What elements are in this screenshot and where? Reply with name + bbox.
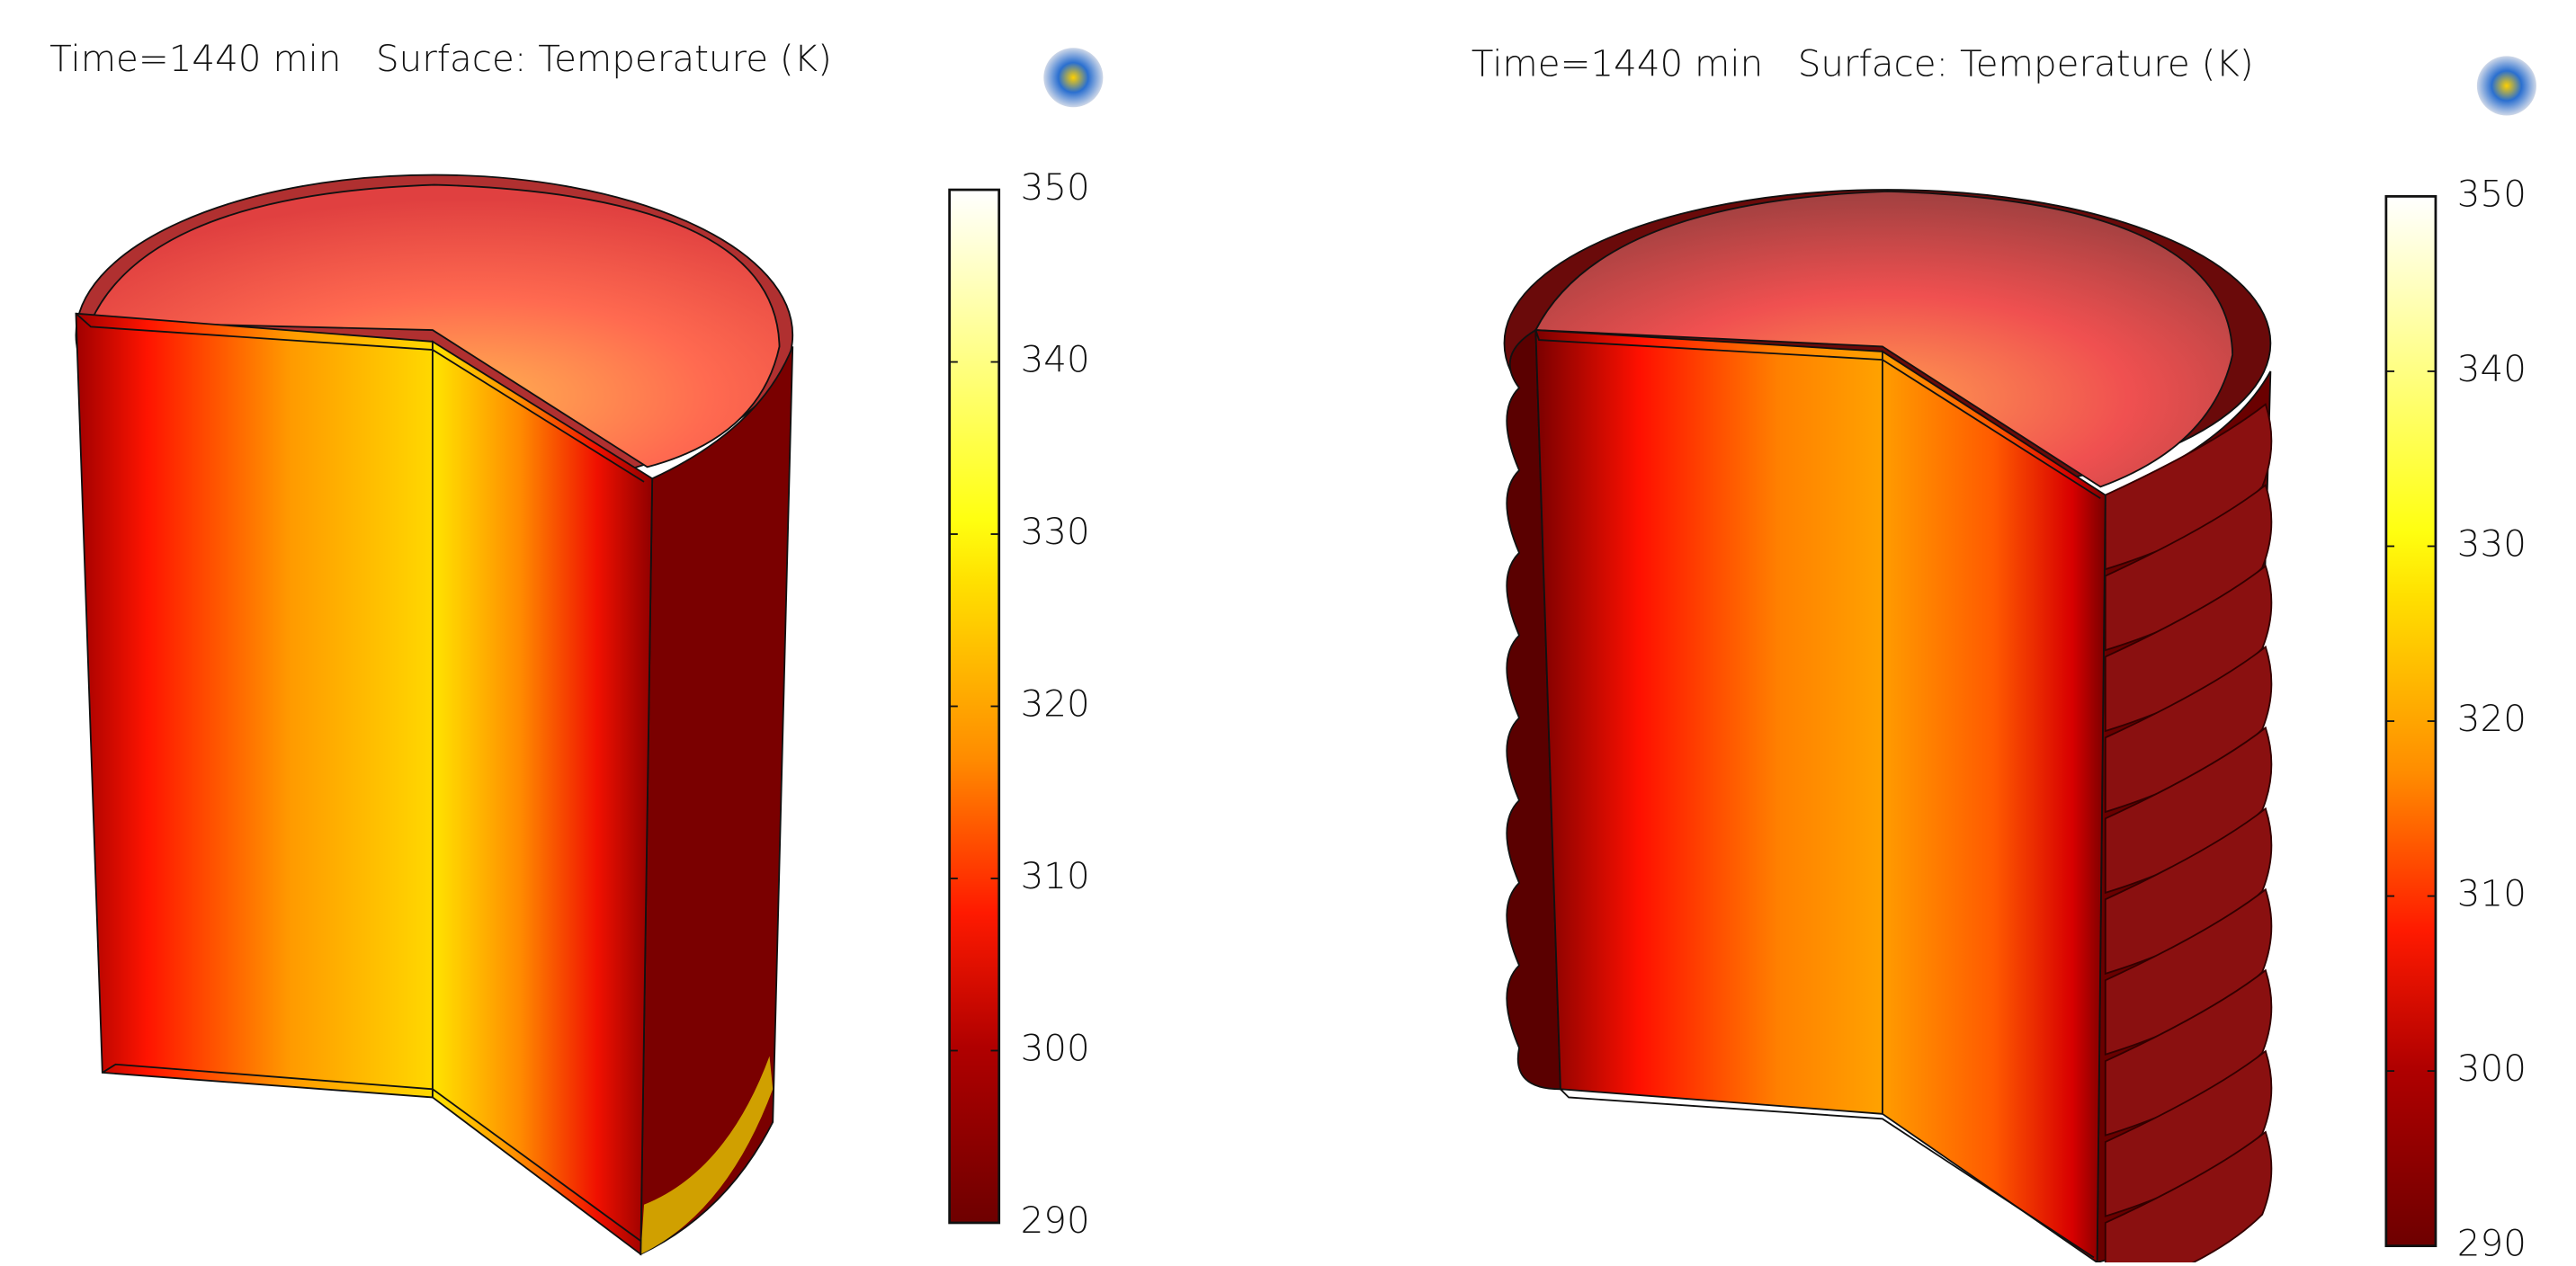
colorbar-tick-label: 320 bbox=[1021, 683, 1090, 726]
page: Time=1440 min Surface: Temperature (K) 29… bbox=[0, 0, 2576, 1266]
app-icon bbox=[2477, 56, 2536, 115]
colorbar-tick-label: 320 bbox=[2457, 698, 2527, 740]
colorbar-tick-label: 290 bbox=[2457, 1223, 2527, 1262]
model-left bbox=[76, 175, 792, 1254]
plot-title: Time=1440 min Surface: Temperature (K) bbox=[1471, 42, 2254, 85]
app-icon bbox=[1043, 48, 1103, 107]
colorbar-tick-label: 350 bbox=[1021, 166, 1090, 209]
colorbar-tick-label: 300 bbox=[1021, 1027, 1090, 1069]
colorbar-tick-label: 330 bbox=[2457, 522, 2527, 565]
colorbar-tick-label: 300 bbox=[2457, 1048, 2527, 1090]
colorbar-tick-label: 340 bbox=[2457, 348, 2527, 390]
colorbar-tick-label: 310 bbox=[2457, 873, 2527, 915]
colorbar-tick-label: 350 bbox=[2457, 173, 2527, 215]
colorbar-tick-label: 330 bbox=[1021, 511, 1090, 553]
plot-title: Time=1440 min Surface: Temperature (K) bbox=[49, 38, 832, 80]
colorbar-tick-label: 340 bbox=[1021, 339, 1090, 381]
colorbar-tick-label: 290 bbox=[1021, 1199, 1090, 1242]
colorbar-tick-label: 310 bbox=[1021, 855, 1090, 897]
figure: Time=1440 min Surface: Temperature (K) 29… bbox=[0, 0, 2576, 1262]
model-right bbox=[1505, 190, 2272, 1262]
